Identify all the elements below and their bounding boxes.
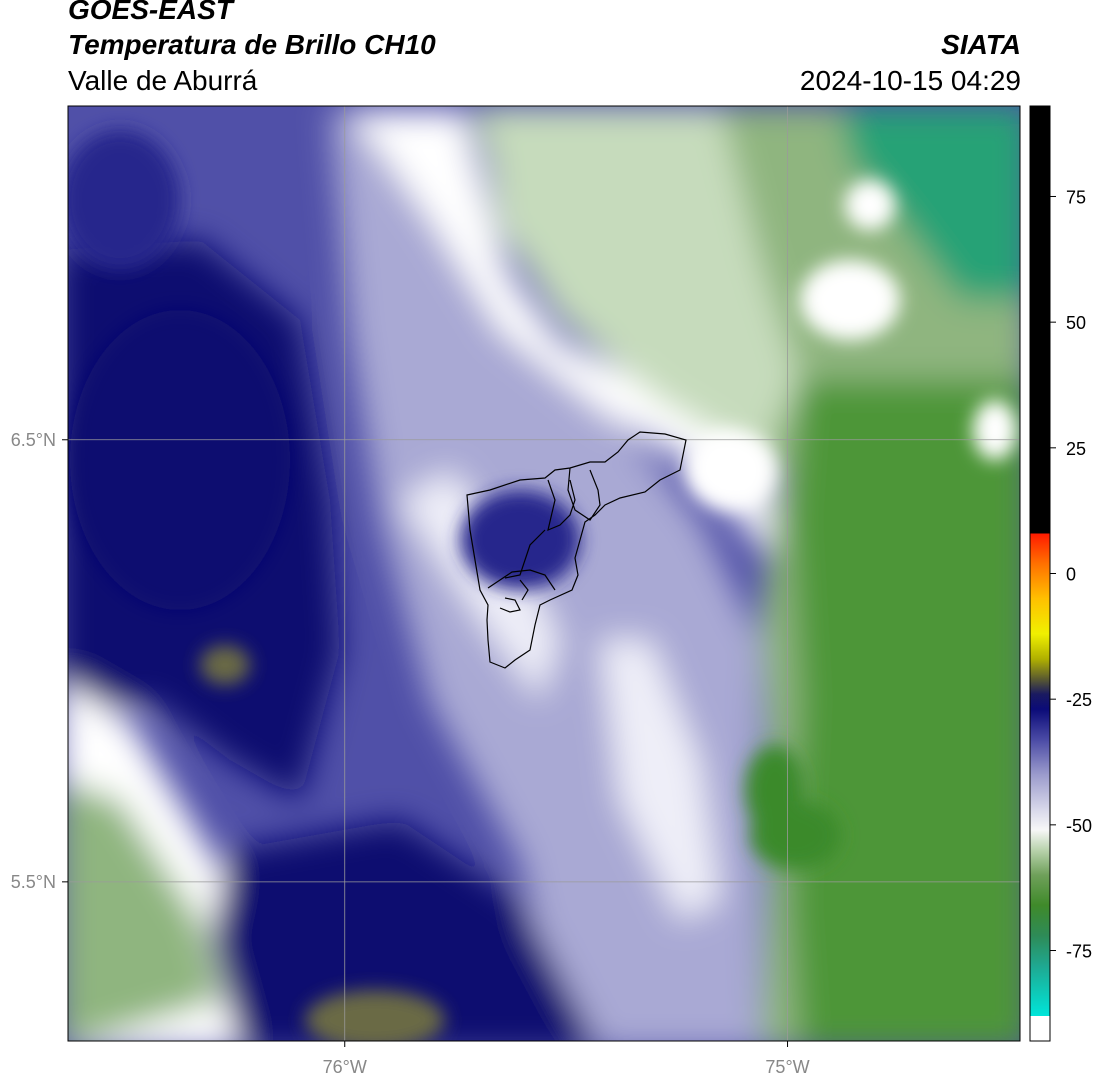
figure-subtitle: Temperatura de Brillo CH10	[68, 29, 436, 60]
colorbar-tick-label-0: 75	[1066, 187, 1086, 207]
valle-de-aburra-boundary	[466, 431, 687, 669]
colorbar-tick-label-1: 50	[1066, 313, 1086, 333]
lat-tick-label-1: 5.5°N	[11, 872, 56, 892]
field-olive-south	[305, 990, 445, 1041]
field-pale-green-east	[480, 106, 800, 460]
field-white-streak-south	[600, 640, 720, 920]
map-axis-ticks: 76°W 75°W 6.5°N 5.5°N	[11, 430, 810, 1077]
region-label: Valle de Aburrá	[68, 65, 258, 96]
lat-tick-label-0: 6.5°N	[11, 430, 56, 450]
field-teal-northeast	[840, 106, 1020, 300]
field-olive-west	[200, 645, 250, 685]
field-cold-core-south	[210, 820, 596, 1041]
brightness-temperature-field	[68, 106, 1020, 1041]
colorbar-tick-label-5: -50	[1066, 816, 1092, 836]
field-white-patch-far-east	[973, 400, 1017, 460]
colorbar-gradient	[1030, 106, 1050, 1041]
gridlines	[68, 106, 1020, 1041]
colorbar-tick-label-3: 0	[1066, 565, 1076, 585]
map-border	[67, 105, 1021, 1042]
field-cold-cell-northwest	[68, 130, 180, 270]
map-panel: 76°W 75°W 6.5°N 5.5°N	[11, 105, 1021, 1077]
colorbar-ticks: 75 50 25 0 -25 -50 -75	[1050, 187, 1092, 962]
figure-title: GOES-EAST	[68, 0, 233, 25]
field-white-patch-east	[800, 260, 900, 340]
field-cold-cell-west	[70, 310, 290, 610]
field-dark-green-east	[790, 380, 1020, 1041]
field-green-southwest	[68, 782, 220, 1041]
colorbar-tick-label-6: -75	[1066, 942, 1092, 962]
field-green-blob-mid	[745, 745, 805, 835]
organization-label: SIATA	[941, 29, 1021, 60]
lon-tick-label-0: 76°W	[323, 1057, 367, 1077]
field-details	[68, 130, 1017, 1041]
colorbar: 75 50 25 0 -25 -50 -75	[1029, 105, 1092, 1042]
colorbar-tick-label-2: 25	[1066, 439, 1086, 459]
timestamp-label: 2024-10-15 04:29	[799, 65, 1021, 96]
field-white-ridge-center	[400, 470, 560, 700]
field-white-patch-center	[685, 430, 775, 510]
field-white-ridge-north	[350, 110, 770, 560]
field-cold-cell-mid	[460, 490, 580, 590]
colorbar-tick-label-4: -25	[1066, 690, 1092, 710]
field-white-patch-northeast	[845, 180, 895, 230]
lon-tick-label-1: 75°W	[765, 1057, 809, 1077]
